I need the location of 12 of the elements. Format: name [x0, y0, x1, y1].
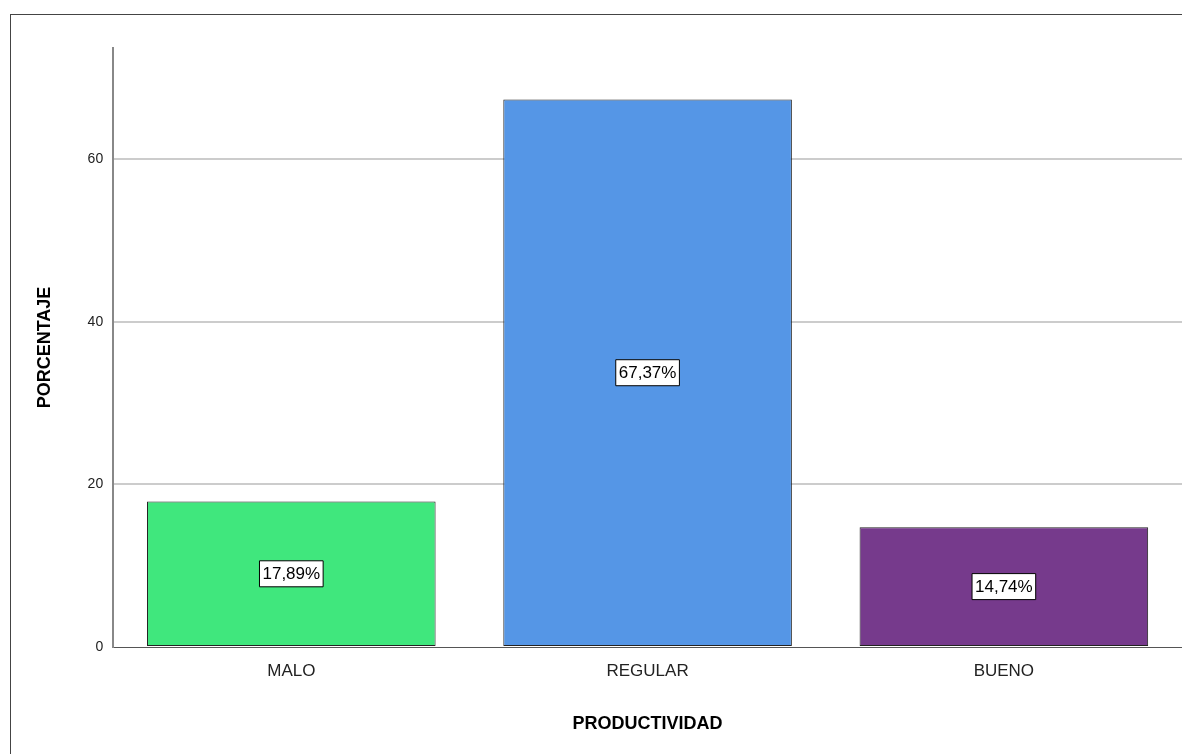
- x-axis-title: PRODUCTIVIDAD: [572, 713, 723, 734]
- data-label: 17,89%: [262, 564, 321, 584]
- x-tick-label: MALO: [267, 660, 316, 680]
- data-label: 14,74%: [975, 577, 1033, 597]
- x-tick-label: BUENO: [973, 660, 1035, 680]
- y-tick-label: 20: [87, 475, 104, 492]
- y-tick-label: 0: [95, 637, 104, 654]
- y-tick-label: 40: [87, 312, 104, 329]
- y-axis-title: PORCENTAJE: [33, 286, 54, 409]
- y-tick-label: 60: [87, 150, 104, 167]
- data-label: 67,37%: [618, 363, 677, 383]
- x-tick-label: REGULAR: [606, 660, 689, 680]
